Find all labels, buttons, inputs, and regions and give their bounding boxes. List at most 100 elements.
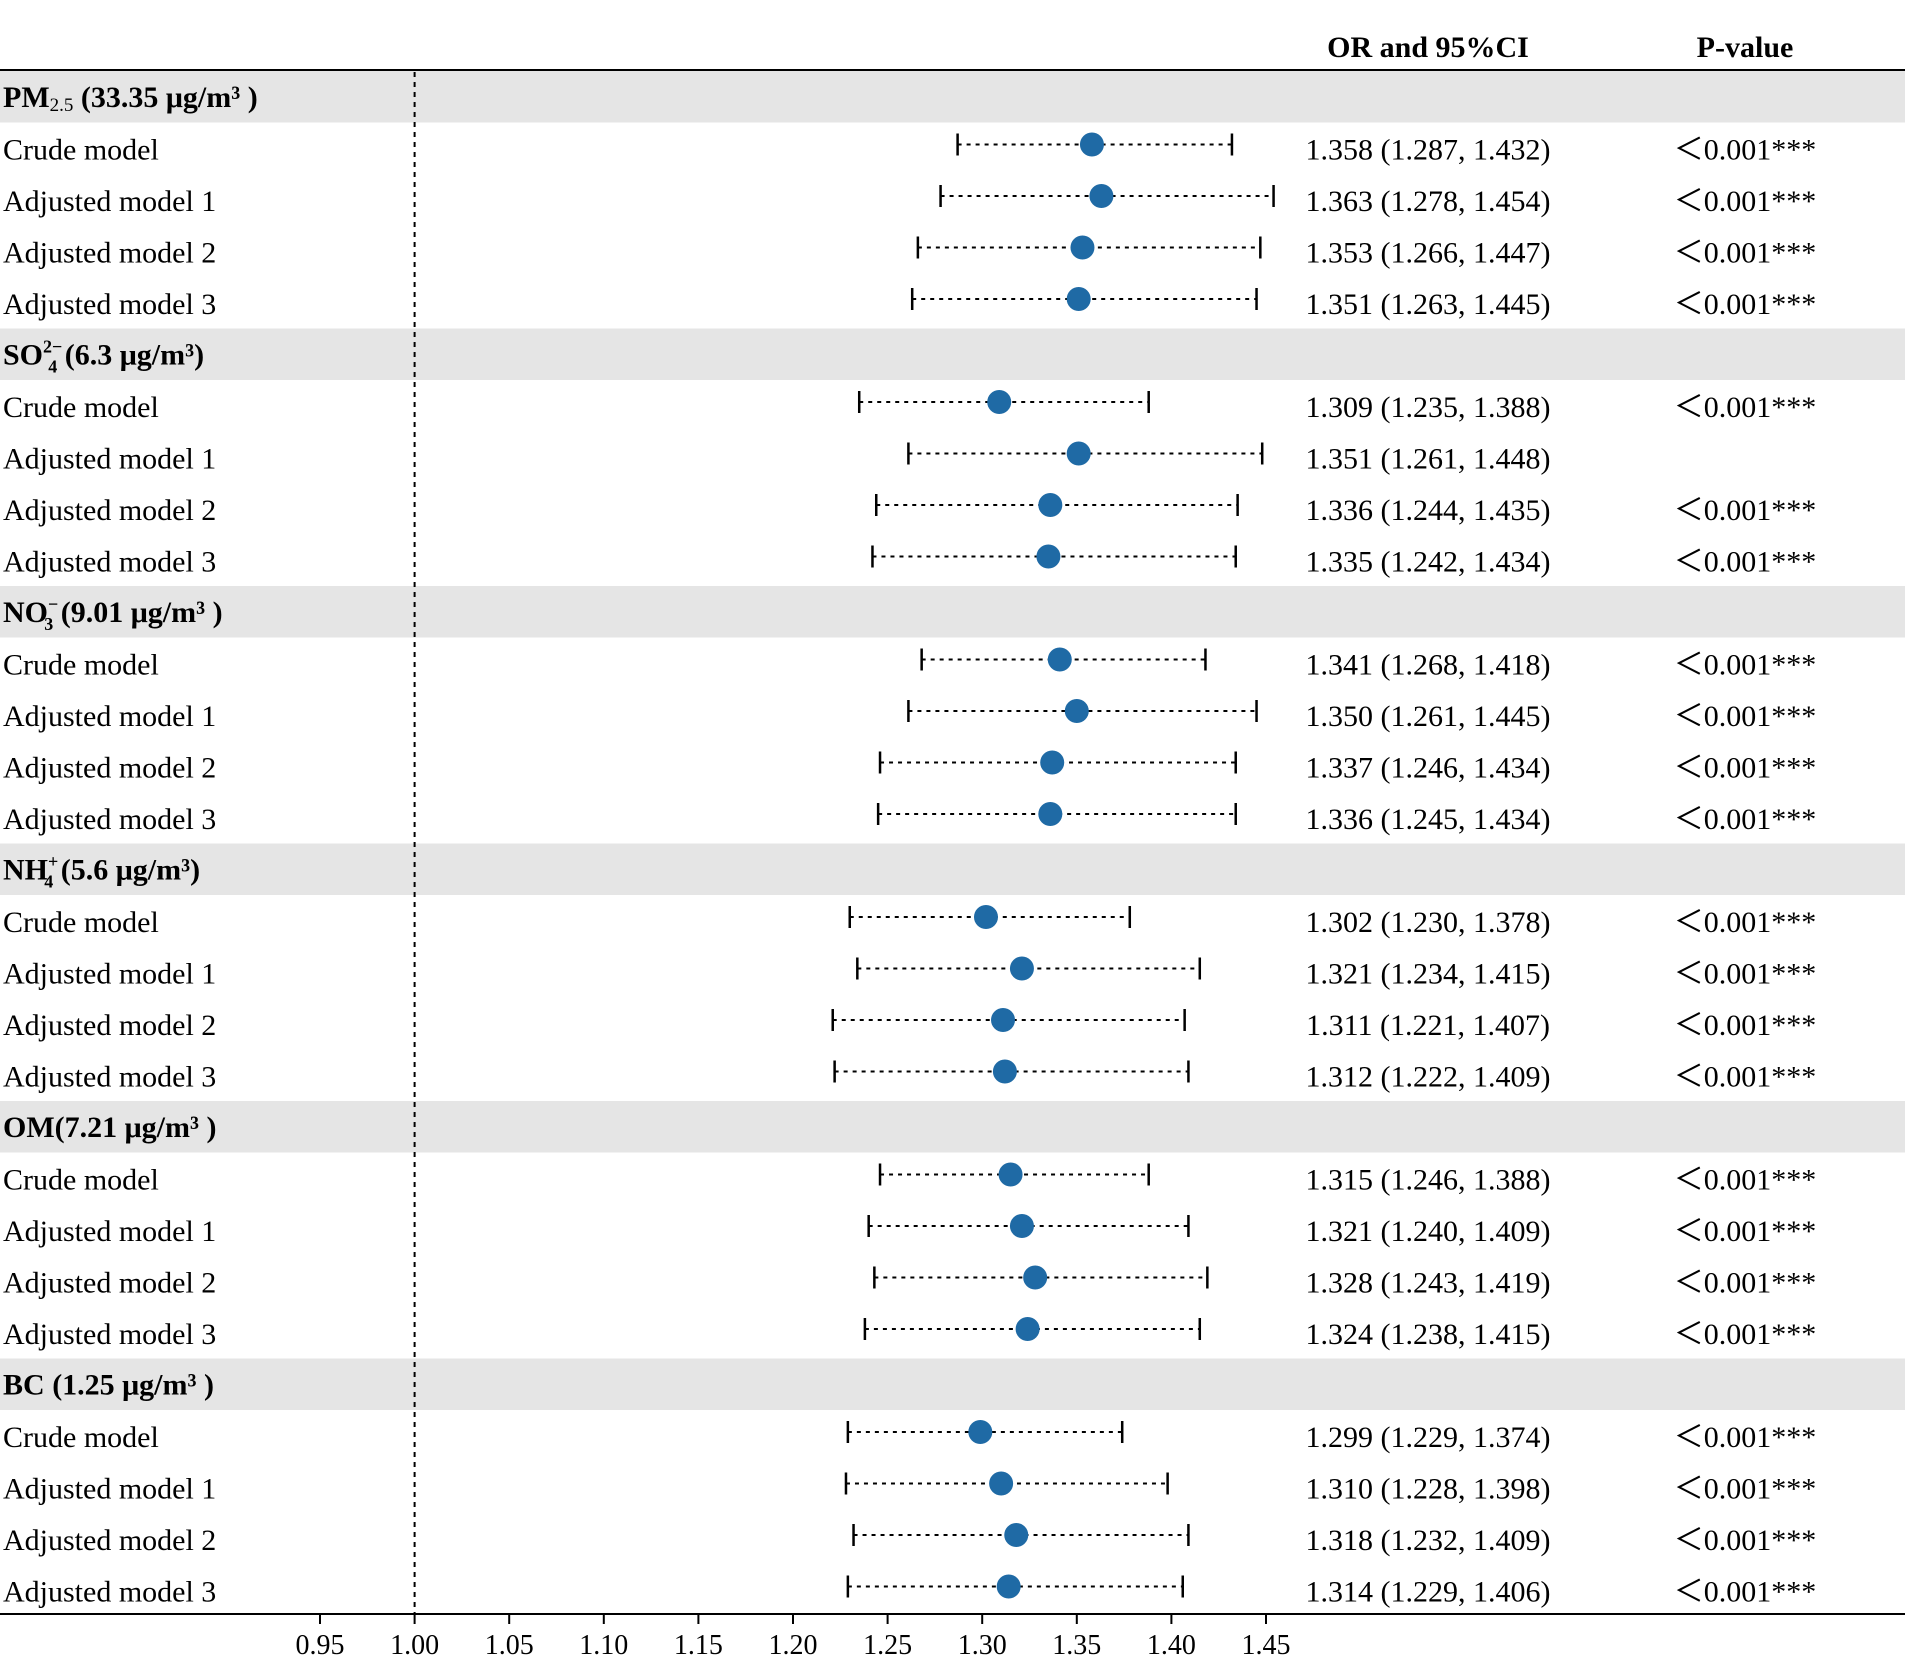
p-value: ＜0.001*** bbox=[1674, 1421, 1817, 1454]
p-value: ＜0.001*** bbox=[1674, 1009, 1817, 1042]
or-ci-value: 1.311 (1.221, 1.407) bbox=[1306, 1009, 1550, 1042]
p-value: ＜0.001*** bbox=[1674, 1164, 1817, 1197]
or-ci-value: 1.335 (1.242, 1.434) bbox=[1306, 546, 1551, 579]
or-ci-value: 1.310 (1.228, 1.398) bbox=[1306, 1473, 1551, 1506]
row-label: Adjusted model 3 bbox=[3, 803, 216, 836]
x-tick-label: 1.30 bbox=[958, 1630, 1007, 1658]
row-label: Crude model bbox=[3, 906, 159, 939]
row-label: Adjusted model 2 bbox=[3, 1267, 216, 1300]
or-point bbox=[996, 1574, 1021, 1599]
or-point bbox=[989, 1471, 1014, 1496]
group-band bbox=[0, 843, 1905, 895]
or-point bbox=[1079, 132, 1104, 157]
or-point bbox=[987, 390, 1012, 414]
x-tick-label: 1.25 bbox=[863, 1630, 912, 1658]
or-point bbox=[1047, 647, 1072, 672]
x-tick-label: 1.00 bbox=[390, 1630, 439, 1658]
or-ci-value: 1.341 (1.268, 1.418) bbox=[1306, 649, 1551, 682]
p-value: ＜0.001*** bbox=[1674, 546, 1817, 579]
or-ci-value: 1.314 (1.229, 1.406) bbox=[1306, 1576, 1551, 1609]
or-ci-value: 1.351 (1.263, 1.445) bbox=[1306, 288, 1551, 321]
group-band bbox=[0, 586, 1905, 638]
or-ci-value: 1.309 (1.235, 1.388) bbox=[1306, 391, 1551, 424]
row-label: Adjusted model 3 bbox=[3, 288, 216, 321]
or-ci-value: 1.336 (1.244, 1.435) bbox=[1306, 494, 1551, 527]
row-label: Crude model bbox=[3, 1164, 159, 1197]
row-label: Adjusted model 2 bbox=[3, 237, 216, 270]
or-point bbox=[1038, 493, 1063, 517]
p-value: ＜0.001*** bbox=[1674, 1318, 1817, 1351]
group-band bbox=[0, 328, 1905, 380]
row-label: Adjusted model 3 bbox=[3, 1576, 216, 1609]
p-value: ＜0.001*** bbox=[1674, 134, 1817, 167]
group-label-0: PM2.5 (33.35 μg/m³ ) bbox=[3, 81, 258, 116]
p-value: ＜0.001*** bbox=[1674, 803, 1817, 836]
or-point bbox=[998, 1162, 1023, 1187]
row-label: Crude model bbox=[3, 649, 159, 682]
row-label: Crude model bbox=[3, 1421, 159, 1454]
p-value: ＜0.001*** bbox=[1674, 1473, 1817, 1506]
or-point bbox=[1009, 1214, 1034, 1238]
p-value: ＜0.001*** bbox=[1674, 391, 1817, 424]
x-tick-label: 1.20 bbox=[769, 1630, 818, 1658]
row-label: Crude model bbox=[3, 134, 159, 167]
or-point bbox=[992, 1059, 1017, 1084]
or-ci-value: 1.302 (1.230, 1.378) bbox=[1306, 906, 1551, 939]
or-ci-value: 1.312 (1.222, 1.409) bbox=[1306, 1061, 1551, 1094]
group-label-4: OM(7.21 μg/m³ ) bbox=[3, 1111, 216, 1144]
or-ci-header: OR and 95%CI bbox=[1327, 31, 1529, 64]
p-value: ＜0.001*** bbox=[1674, 1524, 1817, 1557]
row-label: Adjusted model 1 bbox=[3, 700, 216, 733]
group-label-3: NH+ 4 (5.6 μg/m³) bbox=[3, 852, 200, 892]
or-ci-value: 1.324 (1.238, 1.415) bbox=[1306, 1318, 1551, 1351]
or-point bbox=[1038, 802, 1063, 826]
or-point bbox=[1004, 1523, 1029, 1547]
x-tick-label: 1.40 bbox=[1147, 1630, 1196, 1658]
p-value: ＜0.001*** bbox=[1674, 288, 1817, 321]
or-ci-value: 1.363 (1.278, 1.454) bbox=[1306, 185, 1551, 218]
group-band bbox=[0, 1101, 1905, 1153]
group-label-1: SO2− 4 (6.3 μg/m³) bbox=[3, 337, 204, 377]
group-label-2: NO− 3 (9.01 μg/m³ ) bbox=[3, 594, 223, 634]
or-ci-value: 1.351 (1.261, 1.448) bbox=[1306, 443, 1551, 476]
or-ci-value: 1.336 (1.245, 1.434) bbox=[1306, 803, 1551, 836]
p-value: ＜0.001*** bbox=[1674, 958, 1817, 991]
row-label: Adjusted model 1 bbox=[3, 958, 216, 991]
or-point bbox=[973, 905, 998, 929]
group-band bbox=[0, 1358, 1905, 1410]
x-tick-label: 1.05 bbox=[485, 1630, 534, 1658]
or-ci-value: 1.318 (1.232, 1.409) bbox=[1306, 1524, 1551, 1557]
or-ci-value: 1.337 (1.246, 1.434) bbox=[1306, 752, 1551, 785]
p-value: ＜0.001*** bbox=[1674, 649, 1817, 682]
p-value: ＜0.001*** bbox=[1674, 1576, 1817, 1609]
or-point bbox=[1066, 287, 1091, 311]
or-ci-value: 1.321 (1.234, 1.415) bbox=[1306, 958, 1551, 991]
or-point bbox=[991, 1008, 1016, 1032]
or-point bbox=[1064, 699, 1089, 723]
p-value: ＜0.001*** bbox=[1674, 237, 1817, 270]
or-point bbox=[1023, 1265, 1048, 1290]
row-label: Adjusted model 3 bbox=[3, 546, 216, 579]
x-tick-label: 0.95 bbox=[296, 1630, 345, 1658]
row-label: Adjusted model 2 bbox=[3, 494, 216, 527]
or-point bbox=[1070, 235, 1095, 260]
or-ci-value: 1.350 (1.261, 1.445) bbox=[1306, 700, 1551, 733]
p-value: ＜0.001*** bbox=[1674, 494, 1817, 527]
or-point bbox=[1015, 1317, 1040, 1341]
p-value: ＜0.001*** bbox=[1674, 700, 1817, 733]
or-ci-value: 1.299 (1.229, 1.374) bbox=[1306, 1421, 1551, 1454]
or-ci-value: 1.328 (1.243, 1.419) bbox=[1306, 1267, 1551, 1300]
or-ci-value: 1.358 (1.287, 1.432) bbox=[1306, 134, 1551, 167]
p-value: ＜0.001*** bbox=[1674, 1061, 1817, 1094]
row-label: Adjusted model 1 bbox=[3, 185, 216, 218]
or-point bbox=[1036, 544, 1061, 569]
p-value-header: P-value bbox=[1697, 31, 1794, 64]
p-value: ＜0.001*** bbox=[1674, 752, 1817, 785]
row-label: Adjusted model 2 bbox=[3, 1009, 216, 1042]
p-value: ＜0.001*** bbox=[1674, 906, 1817, 939]
p-value: ＜0.001*** bbox=[1674, 1215, 1817, 1248]
row-label: Adjusted model 3 bbox=[3, 1061, 216, 1094]
or-point bbox=[1089, 184, 1114, 208]
x-tick-label: 1.45 bbox=[1242, 1630, 1291, 1658]
